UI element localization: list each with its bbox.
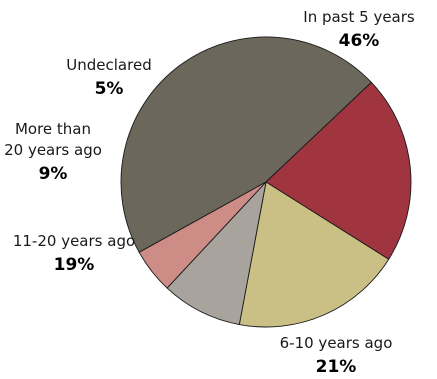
slice-value-more-than-20-years-ago: 9% [39, 164, 68, 184]
pie-slice-in-past-5-years [120, 36, 372, 253]
slice-label-in-past-5-years: In past 5 years [303, 8, 415, 26]
pie-slice-6-10-years-ago [265, 81, 412, 260]
slice-label-11-20-years-ago: 11-20 years ago [13, 232, 135, 250]
pie-labels: In past 5 years 46% 6-10 years ago 21% 11-20… [4, 8, 415, 377]
slice-value-undeclared: 5% [95, 79, 124, 99]
slice-label-more-than-20-years-ago-line-2: 20 years ago [4, 141, 102, 159]
slice-label-more-than-20-years-ago-line-1: More than [15, 120, 91, 138]
pie-slice-11-20-years-ago [238, 181, 390, 328]
slice-value-11-20-years-ago: 19% [54, 255, 95, 275]
pie-slice-undeclared [138, 181, 267, 289]
slice-value-in-past-5-years: 46% [339, 31, 380, 51]
slice-value-6-10-years-ago: 21% [316, 357, 357, 377]
pie-slice-more-than-20-years-ago [166, 181, 267, 325]
slice-label-6-10-years-ago: 6-10 years ago [280, 334, 393, 352]
slice-label-undeclared: Undeclared [66, 56, 151, 74]
pie-slices [120, 36, 412, 328]
